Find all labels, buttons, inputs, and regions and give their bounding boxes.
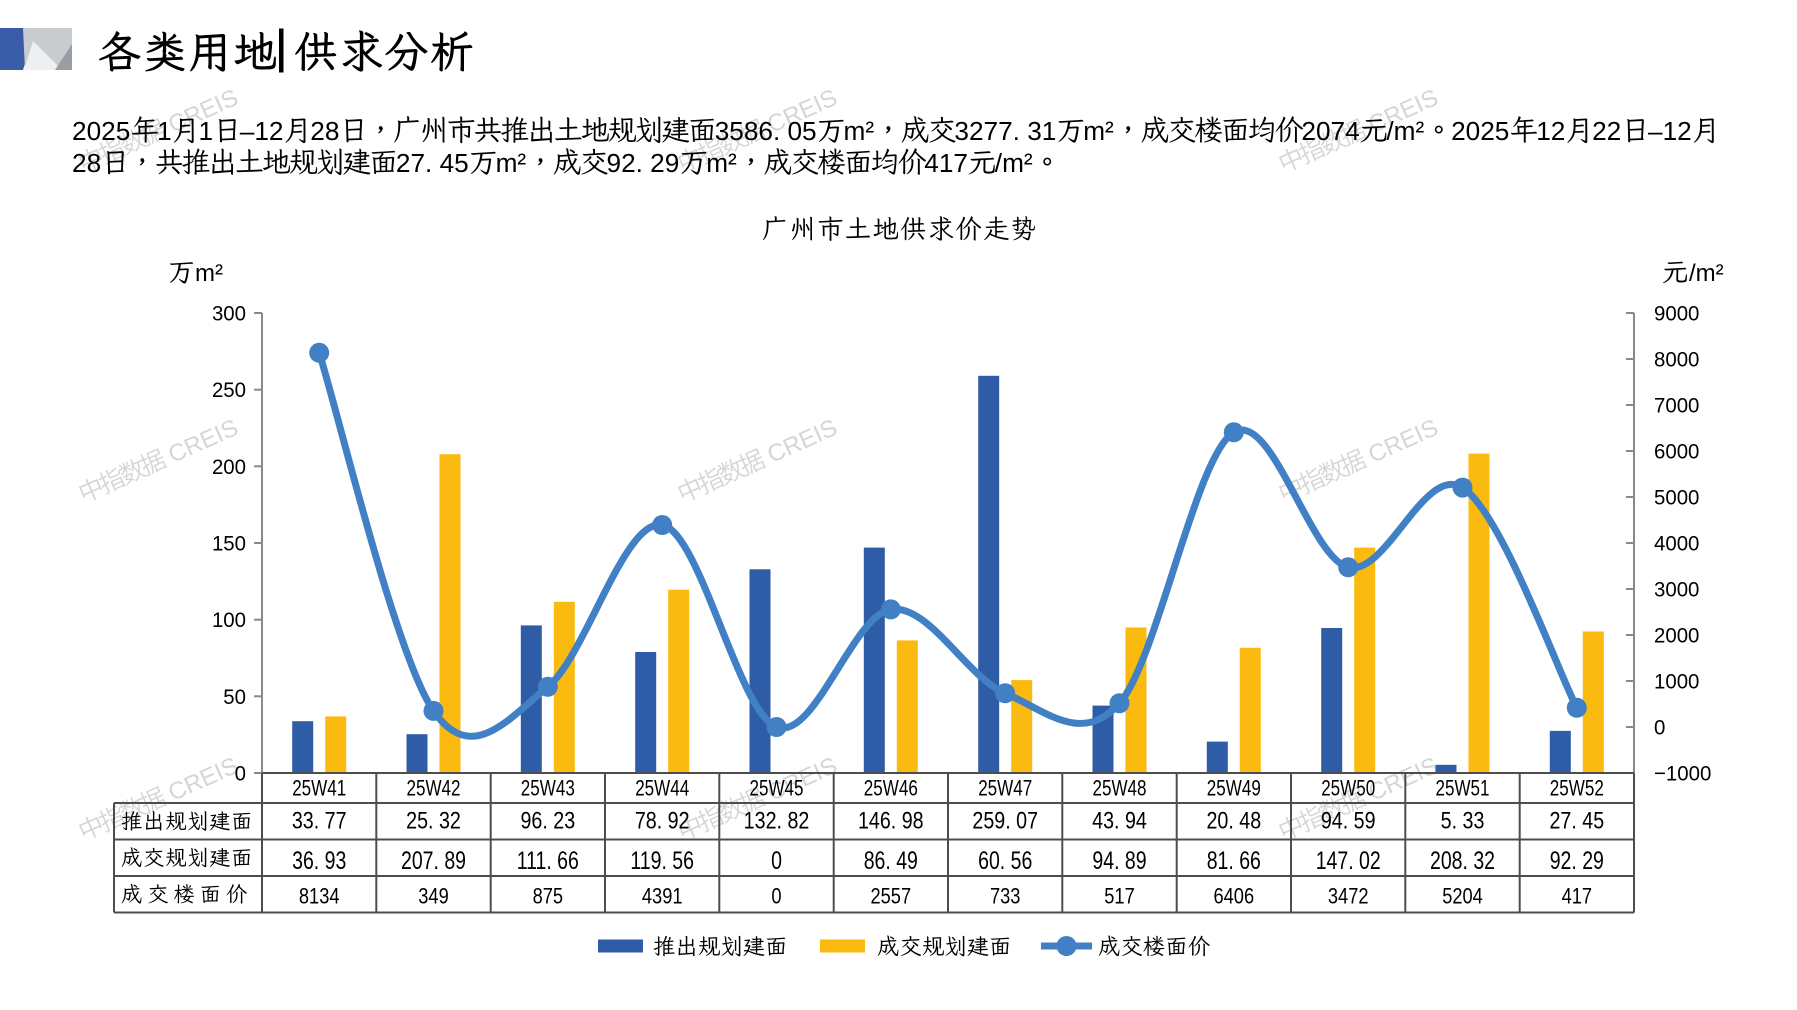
svg-text:147. 02: 147. 02 (1316, 847, 1381, 875)
svg-text:5000: 5000 (1654, 486, 1699, 510)
svg-text:2000: 2000 (1654, 624, 1699, 648)
svg-text:81. 66: 81. 66 (1207, 847, 1261, 875)
svg-text:733: 733 (990, 885, 1020, 909)
svg-text:/m²: /m² (1386, 116, 1424, 146)
svg-text:259. 07: 259. 07 (972, 807, 1038, 834)
svg-text:3277. 31: 3277. 31 (954, 116, 1056, 146)
svg-text:875: 875 (533, 885, 563, 909)
svg-text:m²: m² (496, 148, 527, 178)
svg-text:150: 150 (212, 532, 246, 556)
svg-text:2025: 2025 (72, 116, 130, 146)
svg-text:33. 77: 33. 77 (292, 807, 347, 834)
svg-text:111. 66: 111. 66 (517, 847, 579, 875)
svg-text:50: 50 (223, 685, 246, 709)
svg-text:/m²: /m² (995, 148, 1033, 178)
svg-text:25W41: 25W41 (292, 776, 346, 801)
svg-text:132. 82: 132. 82 (744, 807, 810, 834)
svg-text:92. 29: 92. 29 (1550, 847, 1604, 875)
svg-text:8134: 8134 (299, 885, 340, 909)
svg-text:25. 32: 25. 32 (406, 807, 461, 834)
svg-text:207. 89: 207. 89 (401, 847, 466, 875)
svg-text:3000: 3000 (1654, 578, 1699, 602)
svg-text:4000: 4000 (1654, 532, 1699, 556)
svg-text:6406: 6406 (1213, 885, 1254, 909)
svg-text:–12: –12 (240, 116, 284, 146)
svg-text:28: 28 (72, 148, 101, 178)
svg-text:1: 1 (157, 116, 172, 146)
svg-text:4391: 4391 (642, 885, 683, 909)
svg-text:94. 89: 94. 89 (1092, 847, 1146, 875)
svg-text:208. 32: 208. 32 (1430, 847, 1495, 875)
svg-text:25W47: 25W47 (978, 776, 1032, 801)
svg-text:m²: m² (1083, 116, 1114, 146)
svg-text:m²: m² (195, 260, 223, 287)
svg-text:60. 56: 60. 56 (978, 847, 1032, 875)
svg-text:5204: 5204 (1442, 885, 1483, 909)
svg-text:517: 517 (1104, 885, 1134, 909)
svg-text:m²: m² (844, 116, 875, 146)
svg-text:20. 48: 20. 48 (1206, 807, 1261, 834)
svg-text:300: 300 (212, 302, 246, 326)
svg-text:0: 0 (1654, 716, 1665, 740)
svg-text:12: 12 (1536, 116, 1565, 146)
svg-text:3472: 3472 (1328, 885, 1369, 909)
svg-text:43. 94: 43. 94 (1092, 807, 1147, 834)
svg-text:25W44: 25W44 (635, 776, 689, 801)
svg-text:96. 23: 96. 23 (520, 807, 575, 834)
svg-text:25W45: 25W45 (749, 776, 803, 801)
svg-text:200: 200 (212, 455, 246, 479)
svg-text:2025: 2025 (1451, 116, 1509, 146)
svg-text:m²: m² (706, 148, 737, 178)
svg-text:3586. 05: 3586. 05 (715, 116, 817, 146)
svg-text:86. 49: 86. 49 (864, 847, 918, 875)
svg-text:9000: 9000 (1654, 302, 1699, 326)
svg-text:2074: 2074 (1301, 116, 1359, 146)
svg-text:36. 93: 36. 93 (292, 847, 346, 875)
svg-text:94. 59: 94. 59 (1321, 807, 1376, 834)
svg-text:1: 1 (199, 116, 214, 146)
svg-text:92. 29: 92. 29 (607, 148, 680, 178)
svg-text:25W46: 25W46 (864, 776, 918, 801)
svg-text:5. 33: 5. 33 (1441, 807, 1485, 834)
svg-text:100: 100 (212, 609, 246, 633)
svg-text:25W52: 25W52 (1550, 776, 1604, 801)
svg-text:7000: 7000 (1654, 394, 1699, 418)
svg-text:417: 417 (924, 148, 968, 178)
svg-text:28: 28 (310, 116, 339, 146)
svg-text:78. 92: 78. 92 (635, 807, 690, 834)
svg-text:25W50: 25W50 (1321, 776, 1375, 801)
svg-text:1000: 1000 (1654, 670, 1699, 694)
svg-text:6000: 6000 (1654, 440, 1699, 464)
svg-text:146. 98: 146. 98 (858, 807, 924, 834)
svg-text:−1000: −1000 (1654, 762, 1711, 786)
svg-text:25W51: 25W51 (1435, 776, 1489, 801)
svg-text:0: 0 (771, 847, 782, 875)
svg-text:27. 45: 27. 45 (1549, 807, 1604, 834)
svg-text:25W48: 25W48 (1092, 776, 1146, 801)
svg-text:22: 22 (1592, 116, 1621, 146)
svg-text:/m²: /m² (1689, 260, 1724, 287)
svg-text:25W43: 25W43 (521, 776, 575, 801)
svg-text:250: 250 (212, 379, 246, 403)
svg-text:25W42: 25W42 (406, 776, 460, 801)
svg-text:119. 56: 119. 56 (630, 847, 694, 875)
svg-text:27. 45: 27. 45 (396, 148, 469, 178)
svg-text:349: 349 (418, 885, 448, 909)
svg-text:417: 417 (1562, 885, 1592, 909)
svg-text:8000: 8000 (1654, 348, 1699, 372)
svg-text:25W49: 25W49 (1207, 776, 1261, 801)
svg-text:2557: 2557 (870, 885, 911, 909)
svg-text:–12: –12 (1648, 116, 1692, 146)
svg-text:0: 0 (235, 762, 246, 786)
svg-text:0: 0 (771, 885, 781, 909)
